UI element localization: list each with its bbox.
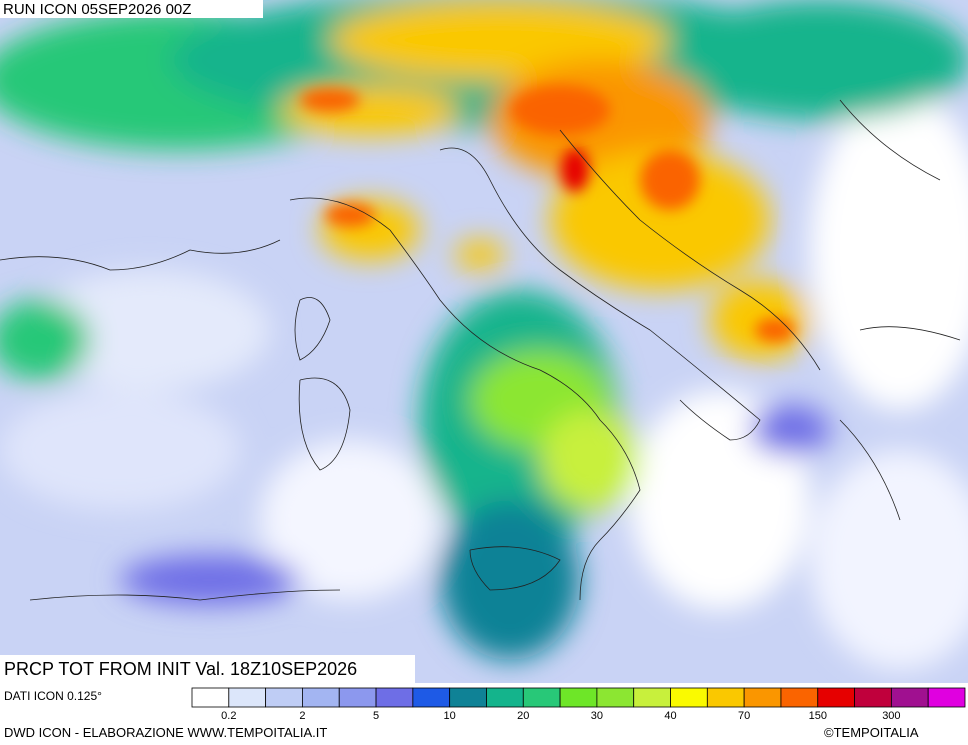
title-box <box>0 655 415 683</box>
colorbar-label: 2 <box>299 710 305 722</box>
colorbar-label: 150 <box>809 710 827 722</box>
model-label: DATI ICON 0.125° <box>4 689 102 703</box>
map-title: PRCP TOT FROM INIT Val. 18Z10SEP2026 <box>4 659 357 679</box>
colorbar-swatch <box>854 687 892 708</box>
colorbar-swatch <box>338 687 377 708</box>
colorbar-swatch <box>890 687 929 708</box>
colorbar-label: 5 <box>373 710 379 722</box>
colorbar-swatch <box>633 687 671 708</box>
colorbar-swatch <box>706 687 745 708</box>
colorbar-label: 70 <box>738 710 750 722</box>
colorbar-label: 40 <box>664 710 676 722</box>
run-box <box>0 0 263 18</box>
colorbar-swatch <box>228 687 267 708</box>
colorbar-swatch <box>927 687 966 708</box>
colorbar-swatch <box>670 687 708 708</box>
colorbar-swatch <box>412 687 451 708</box>
colorbar-swatch <box>780 687 819 708</box>
precip-map <box>0 0 968 683</box>
colorbar-label: 20 <box>517 710 529 722</box>
colorbar-label: 10 <box>444 710 456 722</box>
colorbar-swatch <box>743 687 782 708</box>
colorbar-swatch <box>449 687 487 708</box>
colorbar-swatch <box>302 687 340 708</box>
colorbar-label: 0.2 <box>221 710 236 722</box>
colorbar-swatch <box>817 687 855 708</box>
colorbar-label: 300 <box>882 710 900 722</box>
colorbar-swatch <box>522 687 561 708</box>
colorbar-swatch <box>265 687 303 708</box>
colorbar-swatch <box>191 687 230 708</box>
colorbar-swatch <box>375 687 414 708</box>
colorbar-swatch <box>559 687 598 708</box>
credit-label: DWD ICON - ELABORAZIONE WWW.TEMPOITALIA.… <box>4 725 327 740</box>
colorbar-label: 30 <box>591 710 603 722</box>
colorbar-swatch <box>596 687 635 708</box>
run-label: RUN ICON 05SEP2026 00Z <box>3 1 191 18</box>
colorbar: 0.2 2 5 10 20 30 40 70 150 300 <box>191 687 966 722</box>
colorbar-swatch <box>486 687 524 708</box>
copyright-label: ©TEMPOITALIA <box>824 725 919 740</box>
coastlines <box>0 99 961 601</box>
